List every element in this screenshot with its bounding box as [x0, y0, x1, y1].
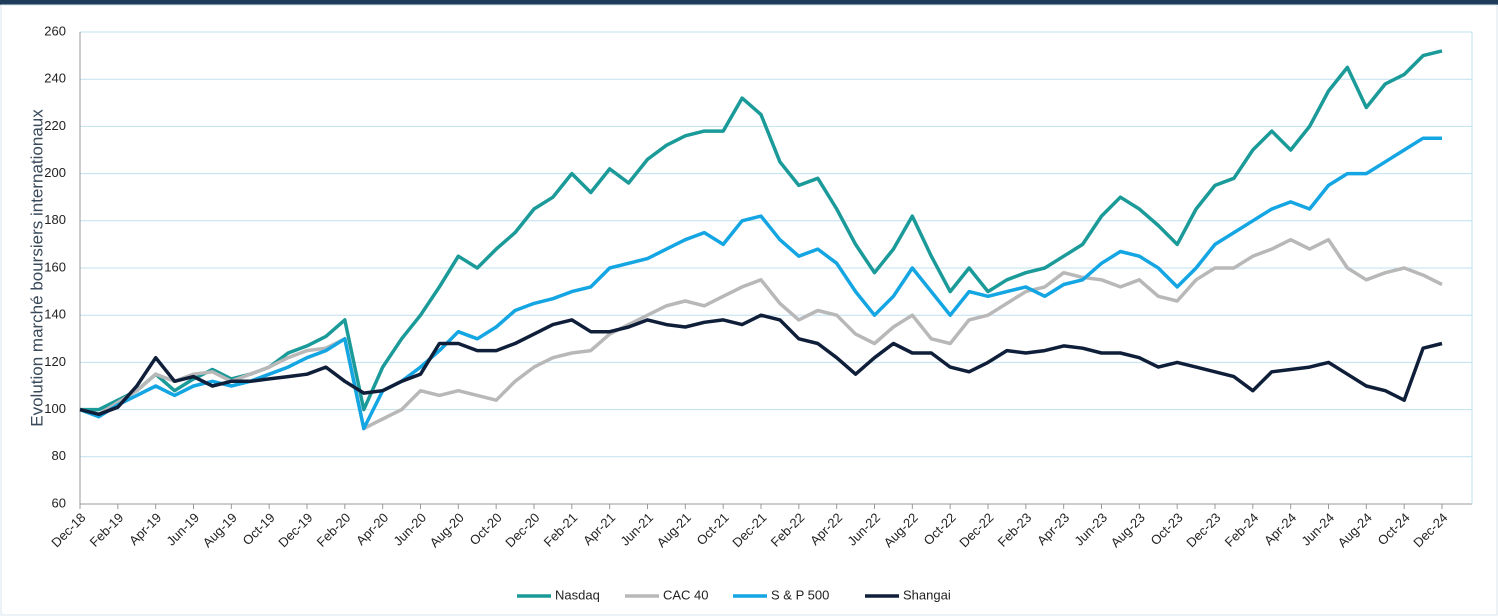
- x-tick-label: Apr-22: [807, 510, 845, 548]
- y-tick-label: 160: [44, 259, 66, 274]
- x-tick-label: Aug-21: [654, 510, 694, 550]
- x-tick-label: Oct-24: [1375, 510, 1413, 548]
- x-tick-label: Apr-20: [353, 510, 391, 548]
- x-tick-label: Aug-24: [1335, 510, 1375, 550]
- y-tick-label: 260: [44, 23, 66, 38]
- x-tick-label: Dec-18: [48, 510, 88, 550]
- y-tick-label: 200: [44, 165, 66, 180]
- x-tick-label: Apr-24: [1261, 510, 1299, 548]
- x-tick-label: Apr-21: [580, 510, 618, 548]
- x-tick-label: Dec-21: [729, 510, 769, 550]
- frame: [0, 4, 1498, 616]
- series-line: [80, 49, 1443, 412]
- x-tick-label: Dec-22: [956, 510, 996, 550]
- x-tick-label: Oct-22: [921, 510, 959, 548]
- x-tick-label: Apr-19: [126, 510, 164, 548]
- x-tick-label: Feb-24: [1222, 510, 1262, 550]
- x-tick-label: Dec-20: [502, 510, 542, 550]
- x-tick-label: Feb-21: [541, 510, 581, 550]
- y-axis-label: Evolution marché boursiers internationau…: [27, 109, 46, 427]
- series-line: [79, 136, 1442, 431]
- x-tick-label: Dec-23: [1183, 510, 1223, 550]
- x-tick-label: Feb-22: [768, 510, 808, 550]
- legend-label: Shangai: [903, 587, 951, 602]
- y-tick-label: 220: [44, 118, 66, 133]
- x-tick-label: Apr-23: [1034, 510, 1072, 548]
- top-bar: [0, 0, 1498, 5]
- x-tick-label: Oct-19: [240, 510, 278, 548]
- x-tick-label: Feb-23: [995, 510, 1035, 550]
- x-tick-label: Jun-21: [617, 510, 656, 549]
- x-tick-label: Dec-24: [1410, 510, 1450, 550]
- x-tick-label: Aug-20: [427, 510, 467, 550]
- series-line: [79, 237, 1443, 431]
- y-tick-label: 140: [44, 307, 66, 322]
- y-tick-label: 180: [44, 212, 66, 227]
- x-tick-label: Aug-22: [881, 510, 921, 550]
- x-tick-label: Oct-21: [694, 510, 732, 548]
- x-tick-label: Dec-19: [275, 510, 315, 550]
- x-tick-label: Jun-22: [844, 510, 883, 549]
- legend-label: S & P 500: [771, 587, 829, 602]
- x-tick-label: Jun-20: [390, 510, 429, 549]
- x-tick-label: Feb-20: [314, 510, 354, 550]
- x-tick-label: Oct-23: [1148, 510, 1186, 548]
- legend-label: CAC 40: [663, 587, 709, 602]
- x-tick-label: Jun-23: [1071, 510, 1110, 549]
- x-tick-label: Feb-19: [87, 510, 127, 550]
- y-tick-label: 120: [44, 354, 66, 369]
- y-tick-label: 240: [44, 71, 66, 86]
- x-tick-label: Oct-20: [467, 510, 505, 548]
- y-tick-label: 100: [44, 401, 66, 416]
- x-tick-label: Aug-23: [1108, 510, 1148, 550]
- x-tick-label: Jun-19: [163, 510, 202, 549]
- y-tick-label: 60: [52, 495, 66, 510]
- x-tick-label: Aug-19: [200, 510, 240, 550]
- series-line: [79, 313, 1443, 417]
- y-tick-label: 80: [52, 448, 66, 463]
- x-tick-label: Jun-24: [1298, 510, 1337, 549]
- legend-label: Nasdaq: [555, 587, 600, 602]
